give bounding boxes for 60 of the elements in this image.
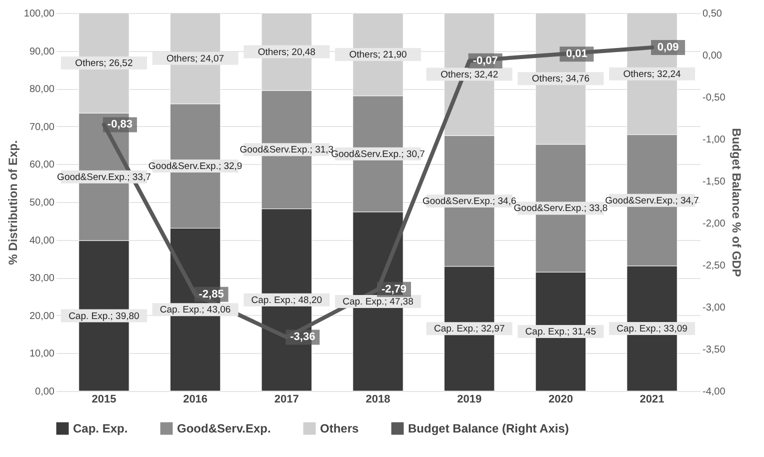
y2-tick-label: 0,00 (702, 50, 722, 62)
y-tick-label: 70,00 (29, 122, 55, 133)
y-tick-label: 90,00 (29, 46, 55, 58)
y-tick-label: 40,00 (29, 235, 55, 246)
legend-label: Budget Balance (Right Axis) (408, 422, 569, 436)
data-label: Cap. Exp.; 31,45 (525, 326, 596, 338)
y-tick-label: 20,00 (29, 310, 55, 322)
data-label: Cap. Exp.; 33,09 (616, 323, 688, 334)
y-tick-label: 60,00 (29, 160, 55, 171)
x-tick-label: 2021 (640, 394, 664, 406)
data-label: Others; 26,52 (75, 58, 133, 70)
x-tick-label: 2015 (92, 394, 116, 406)
data-label: Cap. Exp.; 47,38 (342, 296, 414, 308)
y-tick-label: 30,00 (29, 273, 55, 284)
data-label: -0,07 (472, 54, 498, 67)
data-label: Good&Serv.Exp.; 33,8 (514, 203, 608, 214)
y2-tick-label: -3,50 (702, 344, 726, 356)
data-label: Cap. Exp.; 39,80 (68, 310, 140, 322)
data-label: Others; 34,76 (532, 74, 590, 85)
data-label: Good&Serv.Exp.; 34,7 (605, 195, 699, 206)
data-label: Others; 24,07 (166, 53, 224, 64)
data-label: Others; 21,90 (349, 49, 407, 60)
data-label: Good&Serv.Exp.; 34,6 (422, 196, 516, 207)
data-label: 0,01 (566, 48, 588, 60)
data-label: -0,83 (107, 118, 132, 131)
data-label: -2,85 (198, 288, 224, 300)
x-tick-label: 2017 (274, 394, 299, 406)
data-label: Others; 32,42 (440, 69, 498, 80)
y-tick-label: 80,00 (29, 84, 55, 96)
y2-tick-label: -2,50 (702, 260, 726, 272)
y2-tick-label: -1,50 (702, 176, 726, 188)
data-label: -2,79 (381, 283, 407, 296)
y2-tick-label: -4,00 (702, 386, 726, 398)
y2-tick-label: -1,00 (702, 134, 726, 146)
data-label: Cap. Exp.; 48,20 (251, 294, 322, 306)
data-label: Others; 32,24 (623, 68, 681, 80)
data-label: 0,09 (657, 41, 679, 54)
y-tick-label: 50,00 (29, 198, 55, 208)
y2-tick-label: 0,50 (702, 8, 722, 20)
y2-axis-title: Budget Balance % of GDP (729, 128, 744, 277)
data-label: Cap. Exp.; 43,06 (160, 304, 231, 316)
x-tick-label: 2019 (457, 394, 482, 406)
data-label: Cap. Exp.; 32,97 (434, 324, 505, 335)
y2-tick-label: -0,50 (702, 92, 726, 104)
legend-label: Others (320, 422, 360, 436)
y-axis-title: % Distribution of Exp. (6, 140, 20, 265)
y2-tick-label: -3,00 (702, 302, 726, 314)
legend-label: Cap. Exp. (73, 422, 128, 436)
data-label: Good&Serv.Exp.; 33,7 (57, 172, 151, 183)
data-label: Others; 20,48 (258, 46, 316, 58)
y2-tick-label: -2,00 (702, 218, 726, 230)
legend-label: Good&Serv.Exp. (177, 422, 271, 436)
y-tick-label: 100,00 (24, 8, 55, 20)
data-label: Good&Serv.Exp.; 32,9 (148, 161, 242, 172)
x-tick-label: 2018 (366, 394, 390, 406)
x-tick-label: 2020 (548, 394, 573, 406)
data-label: -3,36 (290, 331, 316, 344)
y-tick-label: 10,00 (29, 348, 55, 360)
y-tick-label: 0,00 (35, 386, 55, 398)
x-tick-label: 2016 (183, 394, 208, 406)
